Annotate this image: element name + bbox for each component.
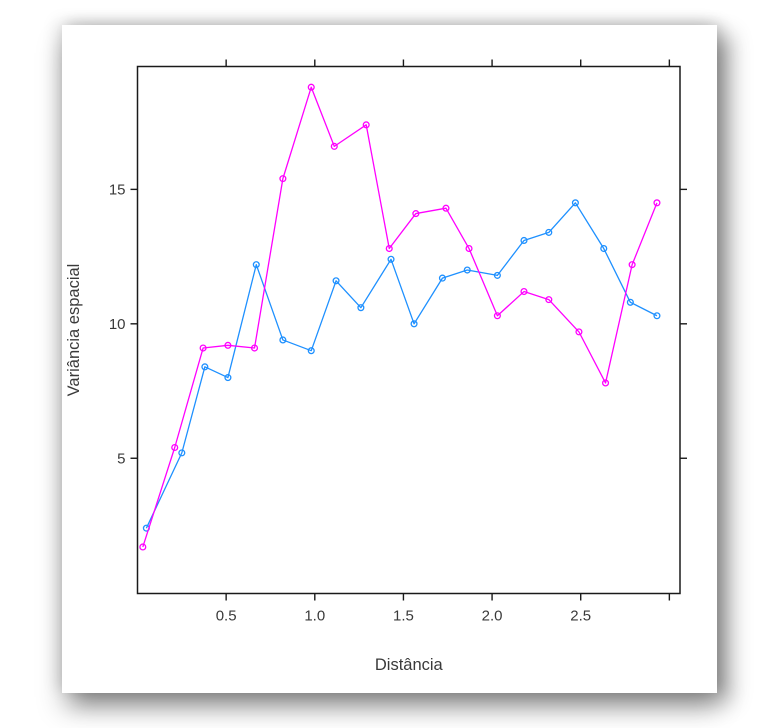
serie-azul-marker — [224, 374, 232, 382]
serie-magenta-marker — [628, 261, 636, 269]
serie-magenta-marker — [279, 175, 287, 183]
serie-magenta-marker — [442, 204, 450, 212]
serie-azul-marker — [387, 255, 395, 263]
serie-magenta-marker — [250, 344, 259, 352]
serie-azul-marker — [545, 228, 553, 236]
plot-panel: Distância Variância espacial 0.5 1.0 1.5 2.… — [62, 25, 717, 693]
serie-azul-marker — [178, 449, 186, 457]
x-tick-label: 1.0 — [304, 608, 325, 625]
serie-magenta-marker — [520, 288, 528, 296]
serie-azul-marker — [600, 244, 608, 253]
serie-magenta-marker — [139, 543, 147, 551]
serie-azul-line — [145, 202, 658, 529]
y-tick-label: 10 — [109, 316, 126, 333]
serie-magenta-marker — [224, 341, 232, 349]
serie-magenta-marker — [385, 244, 393, 253]
serie-magenta-marker — [362, 121, 370, 129]
serie-azul-marker — [653, 312, 661, 320]
x-axis-title: Distância — [375, 656, 444, 674]
y-tick-label: 5 — [117, 450, 125, 467]
serie-azul-marker — [201, 363, 209, 371]
serie-magenta-marker — [171, 443, 179, 452]
x-tick-label: 2.5 — [570, 608, 591, 625]
serie-azul-marker — [307, 347, 315, 355]
serie-azul-marker — [438, 274, 446, 282]
serie-azul-marker — [410, 320, 418, 328]
serie-magenta-marker — [653, 199, 661, 207]
x-tick-label: 0.5 — [216, 608, 237, 625]
plot-box — [136, 65, 681, 595]
serie-azul-marker — [332, 277, 340, 285]
serie-azul-marker — [520, 236, 528, 245]
serie-magenta-marker — [307, 83, 315, 91]
serie-azul-marker — [493, 271, 501, 279]
y-axis-title: Variância espacial — [65, 264, 83, 397]
serie-magenta-marker — [330, 142, 338, 150]
serie-magenta-marker — [412, 210, 420, 218]
serie-azul-marker — [571, 199, 579, 207]
serie-azul-marker — [626, 298, 634, 306]
serie-azul-marker — [252, 261, 260, 269]
x-tick-label: 2.0 — [482, 608, 503, 625]
serie-magenta-marker — [493, 312, 501, 320]
serie-magenta-marker — [575, 328, 583, 336]
serie-magenta-marker — [199, 344, 207, 352]
serie-azul-marker — [357, 304, 365, 312]
x-tick-label: 1.5 — [393, 608, 414, 625]
serie-azul-marker — [463, 266, 471, 274]
serie-magenta-marker — [601, 379, 610, 387]
y-tick-label: 15 — [109, 181, 126, 198]
serie-magenta-marker — [545, 296, 553, 304]
serie-azul-marker — [279, 336, 287, 344]
variogram-chart: Distância Variância espacial 0.5 1.0 1.5 2.… — [65, 59, 687, 674]
serie-magenta-marker — [465, 244, 473, 253]
serie-magenta-line — [142, 86, 658, 548]
